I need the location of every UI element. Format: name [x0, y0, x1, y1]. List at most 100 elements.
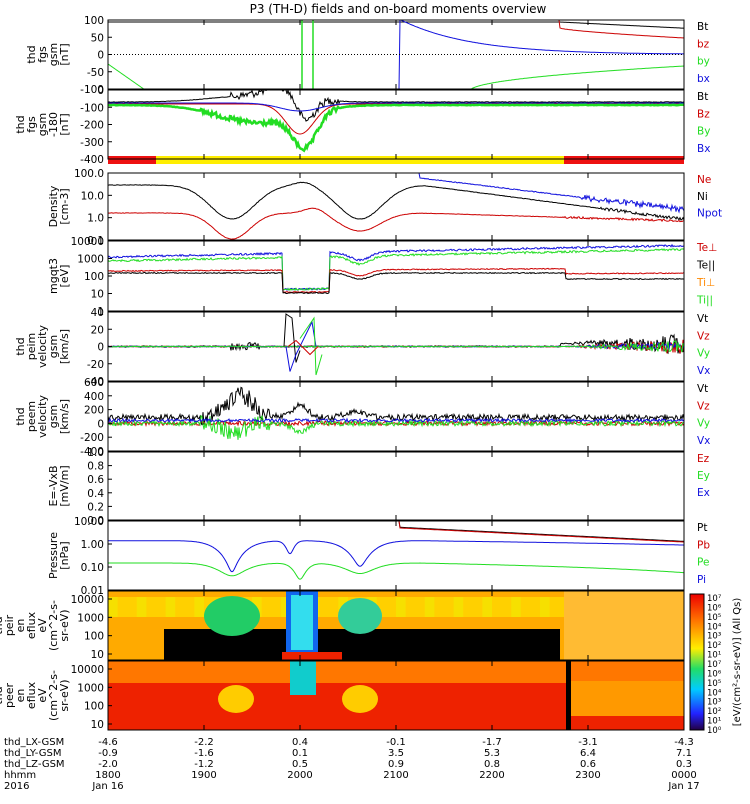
legend-item: Bt: [697, 21, 708, 33]
spectrogram-cell: [252, 597, 263, 617]
axis-lz-value: -2.0: [98, 759, 118, 770]
axis-row-label: thd_LX-GSM: [4, 737, 64, 748]
axis-lz-value: 0.9: [388, 759, 404, 770]
spectrogram-cell: [405, 597, 417, 617]
axis-date-value: Jan 17: [667, 781, 699, 792]
spectrogram-column: [291, 595, 313, 650]
series-Vx: [108, 417, 684, 424]
ylabel-line: eflux: [25, 611, 38, 639]
ytick-label: 10.0: [81, 190, 104, 202]
ytick-label: 100: [84, 631, 104, 643]
spectrogram-cell: [156, 597, 167, 617]
ylabel-line: eflux: [25, 681, 38, 709]
ylabel-line: fgs: [25, 116, 38, 133]
ylabel-line: peer: [3, 683, 16, 709]
series-Ti-perp: [108, 243, 684, 292]
legend-item: Ti⊥: [696, 277, 715, 289]
colorbar-tick: 10⁴: [707, 688, 722, 698]
legend-item: Pb: [697, 539, 710, 551]
axis-lz-value: -1.2: [194, 759, 214, 770]
panel-pressure: 10.00 1.00 0.10 0.01 Pressure[nPa] Pt Pb Pe Pi: [47, 516, 710, 597]
spectrogram-blob: [218, 685, 254, 713]
ylabel-line: gsm: [47, 335, 60, 358]
series-Vt: [108, 333, 684, 355]
panel-peer_eflux: 10000 1000 100 10 thdpeerenefluxeV(cm^2-s-sr…: [0, 660, 685, 731]
series-bx: [108, 20, 684, 89]
ytick-label: 20: [91, 324, 104, 336]
axis-lx-value: 0.4: [292, 737, 308, 748]
axis-ly-value: 5.3: [484, 748, 500, 759]
plot-area: [108, 591, 684, 660]
ylabel-line: velocity: [36, 395, 49, 438]
colorbar-tick: 10³: [707, 698, 721, 708]
colorbar-tick: 10⁴: [707, 622, 722, 632]
colorbar-scale: [689, 593, 705, 731]
spectrogram-cell: [165, 597, 177, 617]
legend-item: bx: [697, 73, 710, 85]
panel-efield: 1.0 0.80.6 0.40.2 0.0 E=-VxB[mV/m] Ez Ey Ex: [47, 447, 710, 527]
spectrogram-cell: [434, 597, 446, 617]
spectrogram-cell: [194, 597, 206, 617]
legend-item: Ne: [697, 174, 711, 186]
legend-item: Vz: [697, 330, 710, 342]
ylabel-line: Pressure: [47, 532, 60, 579]
spectrogram-band-high: [108, 661, 684, 683]
ytick-label: 100: [84, 701, 104, 713]
ylabel-line: [nT]: [58, 43, 71, 65]
ytick-label: 0.8: [87, 461, 104, 473]
axis-ly-value: 0.1: [292, 748, 308, 759]
spectrogram-column: [290, 661, 316, 695]
legend-item: Ey: [697, 470, 710, 482]
series-Npot: [108, 173, 684, 214]
ytick-label: 0: [97, 50, 104, 62]
ytick-label: -200: [80, 120, 104, 132]
legend-item: Pt: [697, 522, 707, 534]
colorbar-tick: 10³: [707, 632, 721, 642]
plot-area: [108, 173, 684, 240]
ytick-label: -100: [80, 84, 104, 96]
spectrogram-cell: [396, 597, 407, 617]
spectrogram-cell: [472, 597, 484, 617]
legend-item: Vt: [697, 383, 708, 395]
ytick-label: 1.00: [81, 539, 104, 551]
plot-area: [108, 661, 684, 730]
axis-hhmm-value: 1800: [95, 770, 120, 781]
series-Vz-spike: [287, 339, 319, 356]
spectrogram-cell: [184, 597, 196, 617]
ylabel-line: thd: [14, 337, 27, 355]
spectrogram-cell: [136, 597, 148, 617]
ylabel-line: gsm: [47, 43, 60, 66]
axis-row-label: thd_LY-GSM: [4, 748, 61, 759]
series-Vt-spike: [283, 313, 301, 363]
axis-ly-value: 6.4: [580, 748, 596, 759]
ylabel-line: gsm: [47, 405, 60, 428]
ytick-label: 10: [91, 649, 104, 661]
axis-lx-value: -1.7: [482, 737, 502, 748]
ytick-label: 0: [97, 342, 104, 354]
axis-lz-value: 0.6: [580, 759, 596, 770]
plot-area: [108, 313, 684, 376]
ytick-label: 0.01: [81, 585, 104, 597]
spectrogram-band: [282, 652, 342, 660]
legend-item: Ti||: [696, 295, 713, 307]
axis-lz-value: 0.5: [292, 759, 308, 770]
colorbar-tick: 10⁵: [707, 679, 721, 689]
series-Vx-spike: [285, 320, 317, 372]
ylabel-line: [nT]: [58, 113, 71, 135]
ytick-label: 1: [97, 306, 104, 318]
axis-date-value: Jan 16: [91, 781, 123, 792]
ytick-label: 1000: [77, 612, 104, 624]
legend-item: Pi: [697, 574, 706, 586]
ytick-label: 1000: [77, 682, 104, 694]
colorbar-tick: 10⁶: [707, 669, 722, 679]
spectrogram-cell: [492, 597, 503, 617]
panel-fgs_gsm_full: 0-100-200-300-400thdfgsgsm-180[nT]BtBzBy…: [14, 85, 710, 166]
ylabel-line: thd: [0, 686, 5, 704]
ylabel-line: eV: [36, 618, 49, 633]
ytick-label: -100: [80, 102, 104, 114]
plot-area: [108, 386, 684, 440]
ylabel-line: sr-eV): [58, 679, 71, 711]
ytick-label: 0.6: [87, 474, 104, 486]
ytick-label: 10000: [71, 664, 104, 676]
